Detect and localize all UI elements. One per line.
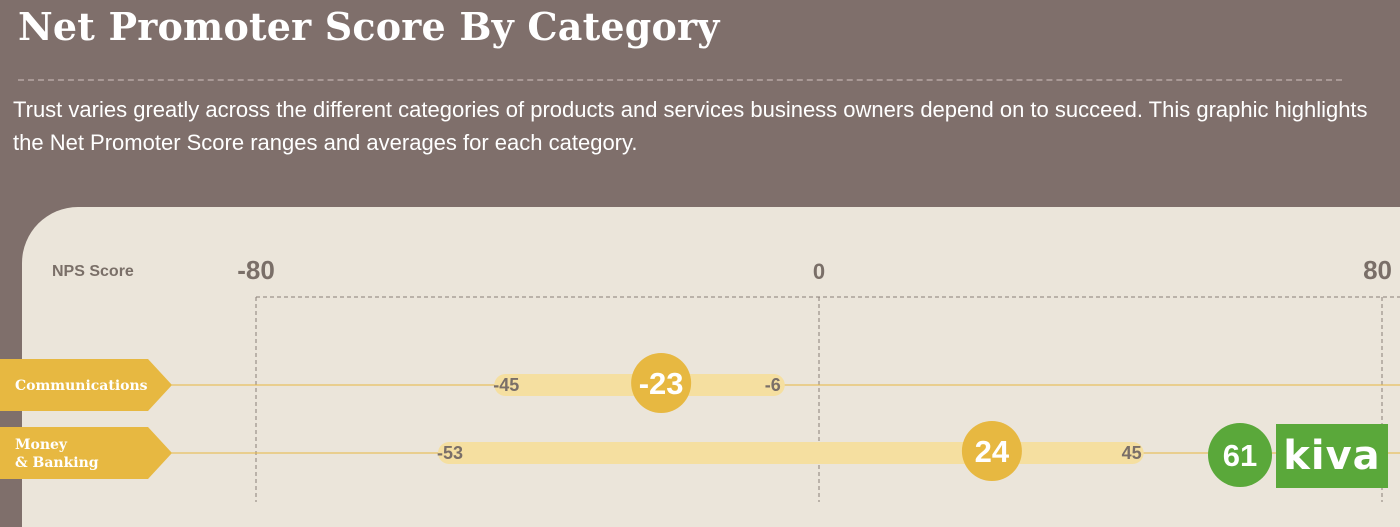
range-bar (438, 442, 1144, 464)
header-divider (18, 79, 1342, 81)
rows-layer: Communications -45 -6 -23 Money & Banking -53 4… (0, 353, 1400, 487)
kiva-logo: kiva (1276, 424, 1388, 488)
average-label: -23 (639, 366, 684, 401)
category-label: Money (15, 437, 68, 453)
range-max-label: 45 (1122, 443, 1142, 463)
page-subtitle: Trust varies greatly across the differen… (13, 97, 1368, 155)
category-tag (0, 427, 172, 479)
average-marker (961, 421, 1022, 481)
tick-label: -80 (237, 255, 275, 285)
axis-label: NPS Score (52, 263, 134, 280)
chart-panel (22, 207, 1400, 527)
range-min-label: -53 (437, 443, 463, 463)
page-title: Net Promoter Score By Category (18, 4, 720, 49)
range-max-label: -6 (765, 375, 781, 395)
nps-chart: -80 0 80 Communications -45 -6 -23 Money & Bank… (0, 255, 1400, 502)
highlight-marker (1208, 423, 1272, 487)
highlight-value-label: 61 (1223, 438, 1257, 473)
average-label: 24 (975, 434, 1010, 469)
category-tag (0, 359, 172, 411)
tick-label: 0 (813, 259, 825, 284)
tick-label: 80 (1363, 255, 1392, 285)
category-label: & Banking (15, 455, 99, 471)
range-min-label: -45 (493, 375, 519, 395)
average-marker (631, 353, 692, 413)
kiva-logo-text: kiva (1283, 433, 1381, 479)
category-label: Communications (15, 378, 148, 394)
